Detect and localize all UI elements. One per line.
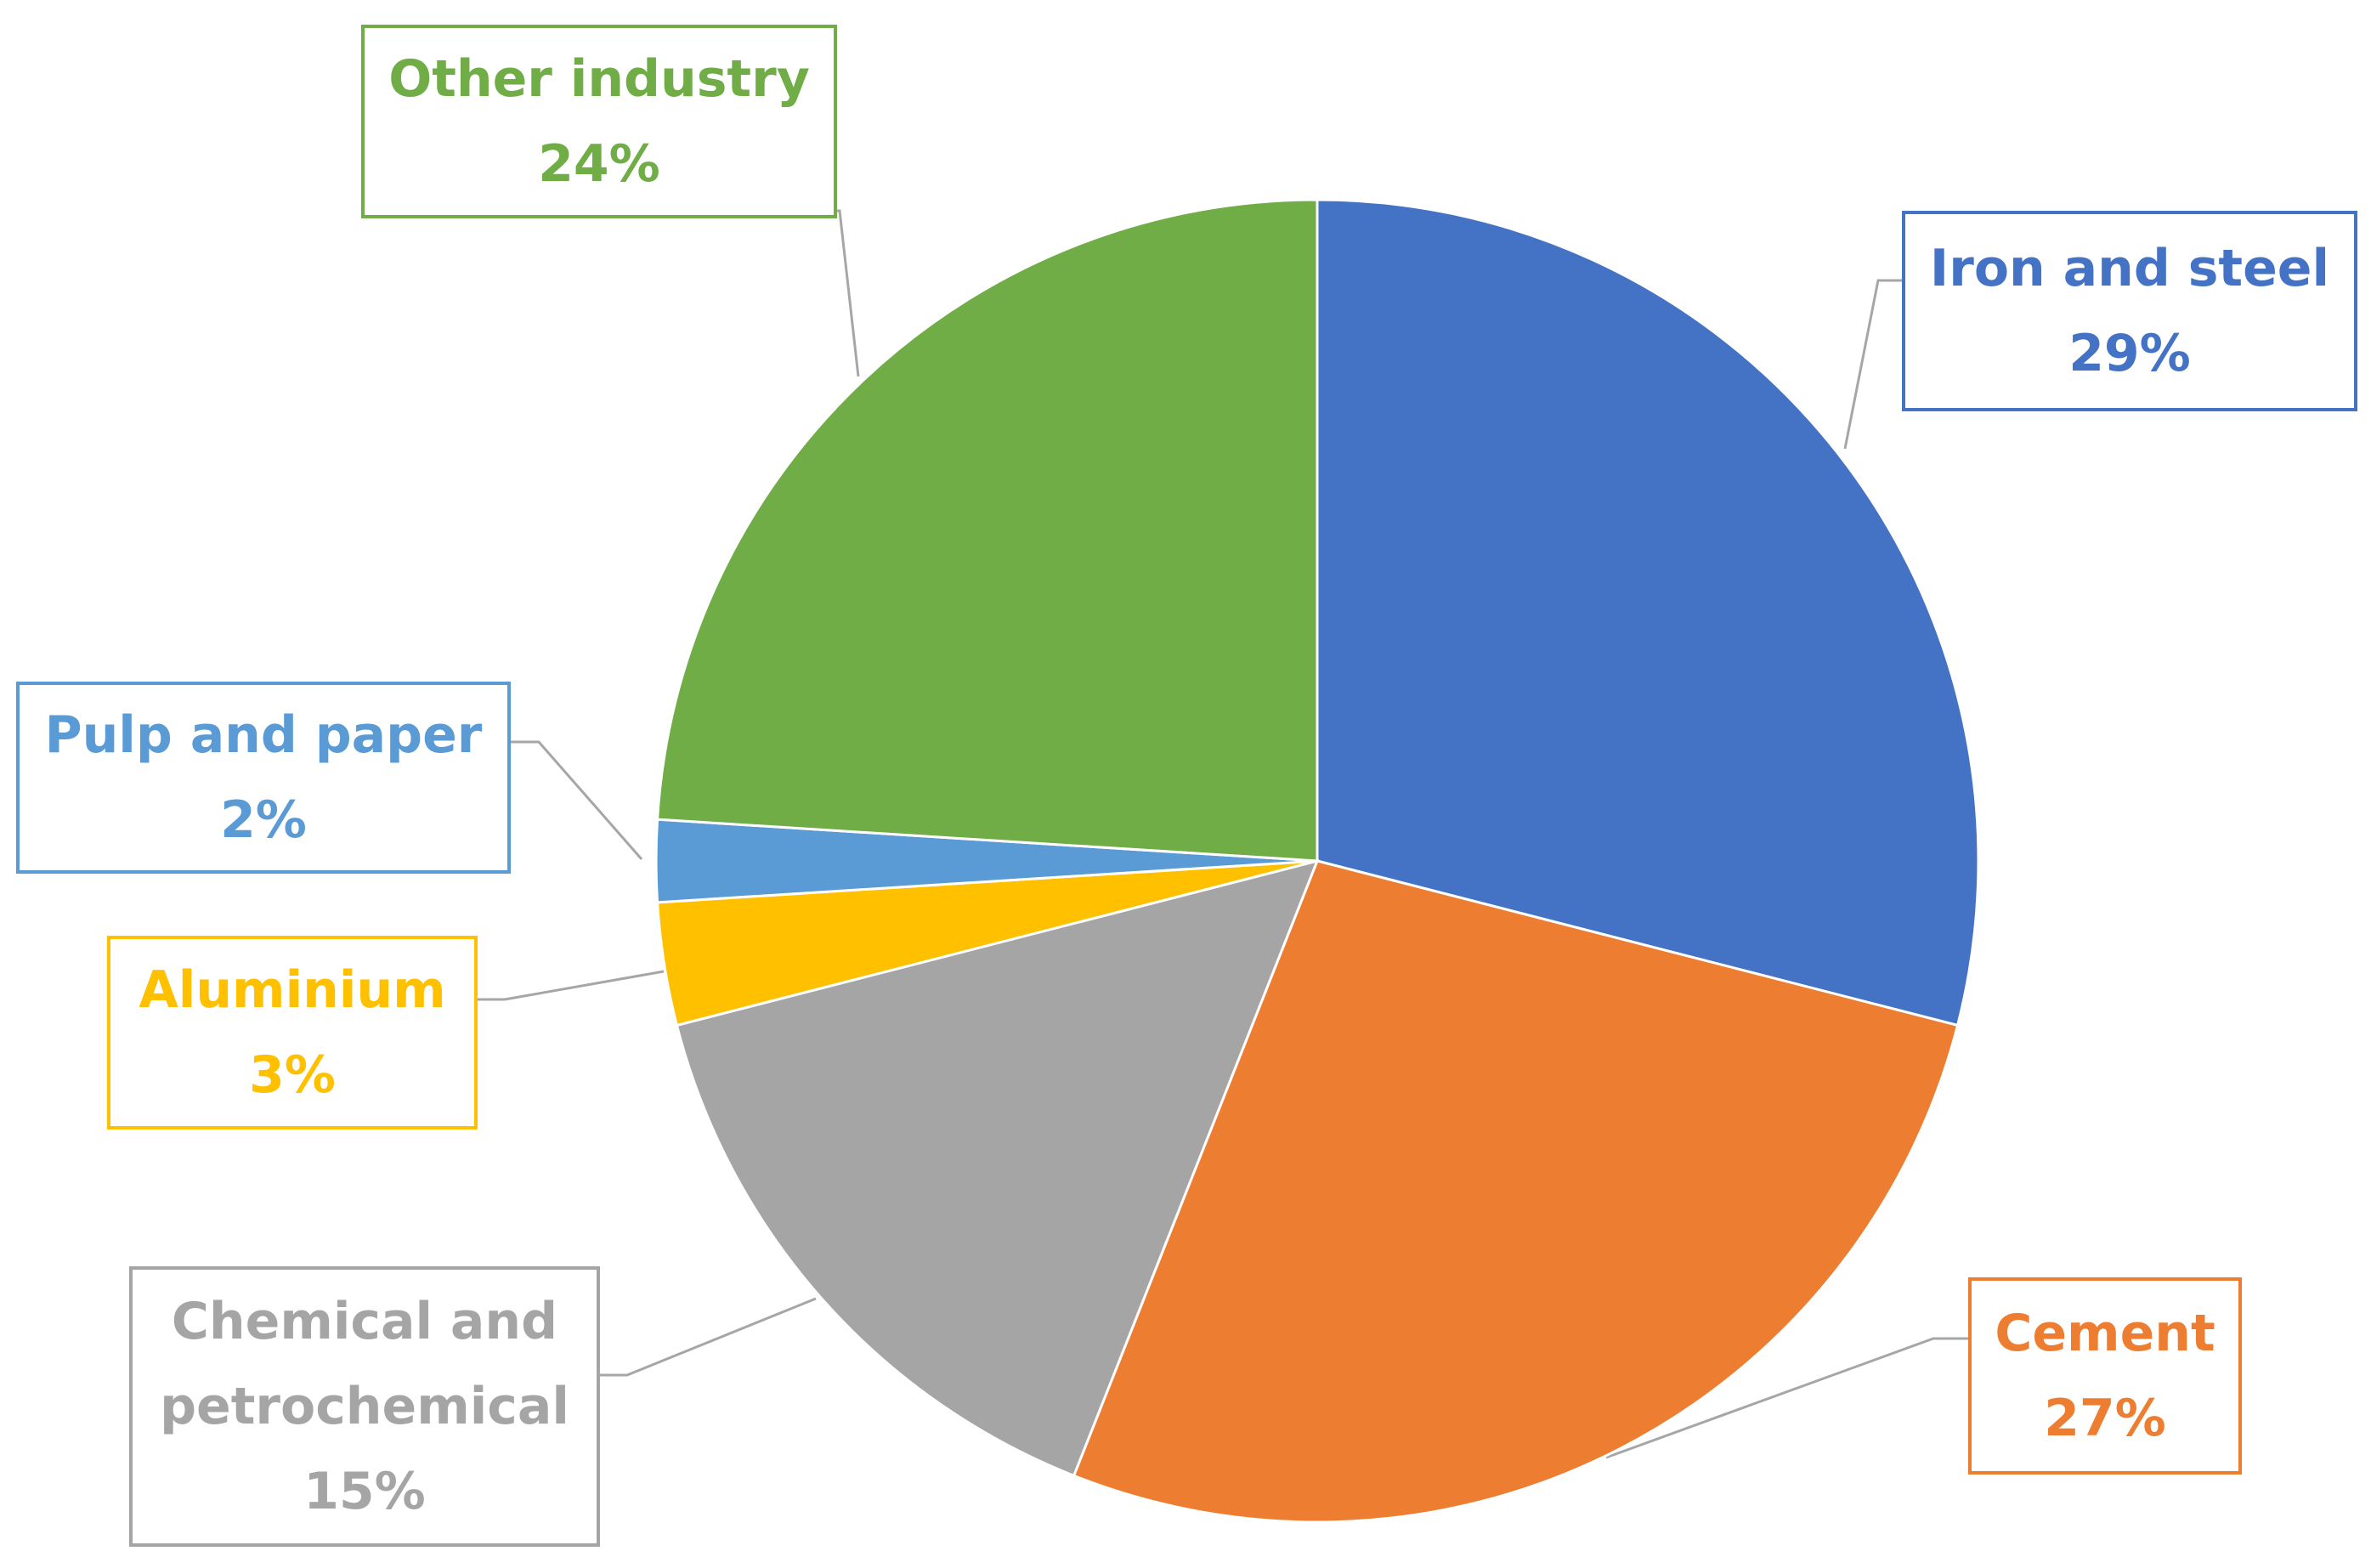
slice-label-cement: Cement (1995, 1304, 2215, 1363)
leader-line-iron-and-steel (1843, 279, 1902, 450)
slice-percent-cement: 27% (2044, 1389, 2166, 1448)
slice-percent-pulp-and-paper: 2% (220, 790, 307, 850)
data-label-iron-and-steel: Iron and steel 29% (1902, 211, 2357, 411)
leader-line-cement (1605, 1337, 1968, 1459)
data-label-chemical-and-petrochemical: Chemical and petrochemical 15% (129, 1266, 600, 1547)
pie-slice-chemical-and-petrochemical (675, 858, 1320, 1478)
slice-label-aluminium: Aluminium (139, 960, 446, 1020)
pie-slice-cement (1072, 859, 1960, 1524)
slice-label-pulp-and-paper: Pulp and paper (44, 705, 483, 765)
slice-label-chemical-line-1: Chemical and (171, 1292, 558, 1351)
data-label-pulp-and-paper: Pulp and paper 2% (16, 682, 511, 874)
slice-percent-iron-and-steel: 29% (2068, 324, 2191, 383)
slice-label-chemical-line-2: petrochemical (160, 1377, 569, 1436)
slice-label-other-industry: Other industry (388, 49, 810, 109)
data-label-other-industry: Other industry 24% (361, 25, 837, 218)
leader-line-other-industry (837, 209, 860, 377)
slice-percent-chemical-and-petrochemical: 15% (303, 1462, 426, 1521)
pie-slice-iron-and-steel (1316, 198, 1980, 1027)
slice-percent-other-industry: 24% (538, 134, 660, 194)
data-label-cement: Cement 27% (1968, 1277, 2242, 1475)
leader-line-aluminium (478, 970, 665, 1001)
leader-line-chemical-and-petrochemical (600, 1297, 817, 1377)
leader-lines (478, 209, 1968, 1459)
pie-slice-other-industry (655, 198, 1319, 863)
leader-line-pulp-and-paper (511, 740, 643, 860)
slice-label-iron-and-steel: Iron and steel (1929, 239, 2330, 298)
data-label-aluminium: Aluminium 3% (107, 936, 478, 1129)
pie-slices (654, 198, 1980, 1524)
slice-percent-aluminium: 3% (249, 1045, 336, 1105)
